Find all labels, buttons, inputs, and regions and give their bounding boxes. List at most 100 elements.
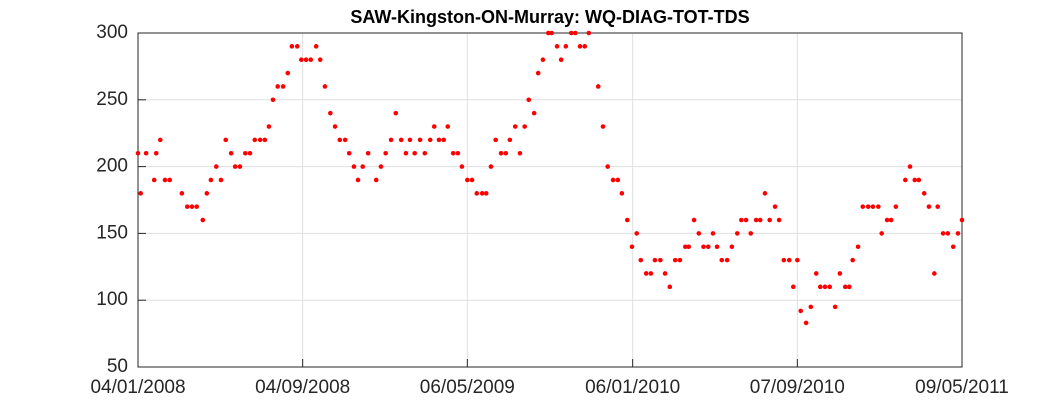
point <box>629 244 635 250</box>
point <box>658 257 663 263</box>
point <box>337 137 343 143</box>
y-tick-label: 300 <box>96 22 128 43</box>
point <box>317 57 323 63</box>
point <box>303 57 309 63</box>
point <box>243 150 248 156</box>
point <box>213 164 219 169</box>
point <box>285 70 291 76</box>
point <box>308 57 314 63</box>
point <box>153 150 159 156</box>
point <box>865 204 871 209</box>
x-tick-label: 06/05/2009 <box>420 377 515 398</box>
point <box>512 124 518 129</box>
point <box>710 231 716 236</box>
point <box>781 257 787 263</box>
point <box>876 204 881 209</box>
point <box>407 137 413 143</box>
point <box>817 284 823 290</box>
point <box>365 150 371 156</box>
y-tick-label: 250 <box>96 89 128 110</box>
point <box>724 257 730 263</box>
point <box>870 204 876 209</box>
point <box>322 84 328 89</box>
point <box>888 217 894 223</box>
point <box>903 177 908 183</box>
point <box>346 150 352 156</box>
point <box>162 177 168 183</box>
x-tick-label: 07/09/2010 <box>750 377 845 398</box>
point <box>940 231 946 236</box>
point <box>204 191 210 196</box>
point <box>257 137 263 143</box>
point <box>798 308 804 314</box>
point <box>776 217 782 223</box>
point <box>932 271 937 276</box>
y-tick-label: 200 <box>96 156 128 177</box>
point <box>445 124 451 129</box>
point <box>459 164 465 169</box>
point <box>157 137 163 143</box>
point <box>498 150 504 156</box>
point <box>743 217 749 223</box>
point <box>398 137 404 143</box>
point <box>568 30 574 36</box>
point <box>619 191 625 196</box>
point <box>615 177 621 183</box>
point <box>921 191 927 196</box>
point <box>351 164 357 169</box>
point <box>474 191 480 196</box>
point <box>289 44 295 49</box>
point <box>184 204 190 209</box>
point <box>950 244 956 250</box>
point <box>417 137 423 143</box>
x-tick-label: 09/05/2011 <box>915 377 1009 398</box>
point <box>275 84 280 89</box>
x-tick-label: 04/01/2008 <box>90 377 185 398</box>
point <box>907 164 913 169</box>
point <box>595 84 601 89</box>
point <box>412 150 417 156</box>
point <box>748 231 754 236</box>
point <box>151 177 157 183</box>
point <box>135 150 141 156</box>
point <box>143 150 149 156</box>
point <box>753 217 759 223</box>
point <box>546 30 551 36</box>
point <box>879 231 884 236</box>
point <box>683 244 688 250</box>
point <box>422 150 428 156</box>
point <box>582 44 588 49</box>
point <box>388 137 394 143</box>
y-tick-label: 100 <box>96 289 128 310</box>
point <box>719 257 725 263</box>
point <box>252 137 258 143</box>
point <box>803 320 809 326</box>
point <box>916 177 922 183</box>
point <box>488 164 494 169</box>
point <box>540 57 546 63</box>
point <box>558 57 564 63</box>
point <box>729 244 735 250</box>
point <box>786 257 792 263</box>
point <box>808 304 814 310</box>
point <box>624 217 630 223</box>
point <box>605 164 611 169</box>
point <box>586 30 592 36</box>
point <box>667 284 673 290</box>
point <box>531 110 537 116</box>
point <box>772 204 778 209</box>
point <box>535 70 541 76</box>
point <box>600 124 606 129</box>
point <box>383 150 388 156</box>
point <box>832 304 838 310</box>
point <box>299 57 304 63</box>
point <box>237 164 243 169</box>
point <box>652 257 658 263</box>
point <box>517 150 523 156</box>
point <box>563 44 569 49</box>
point <box>795 257 800 263</box>
point <box>850 257 855 263</box>
point <box>179 191 185 196</box>
point <box>373 177 379 183</box>
